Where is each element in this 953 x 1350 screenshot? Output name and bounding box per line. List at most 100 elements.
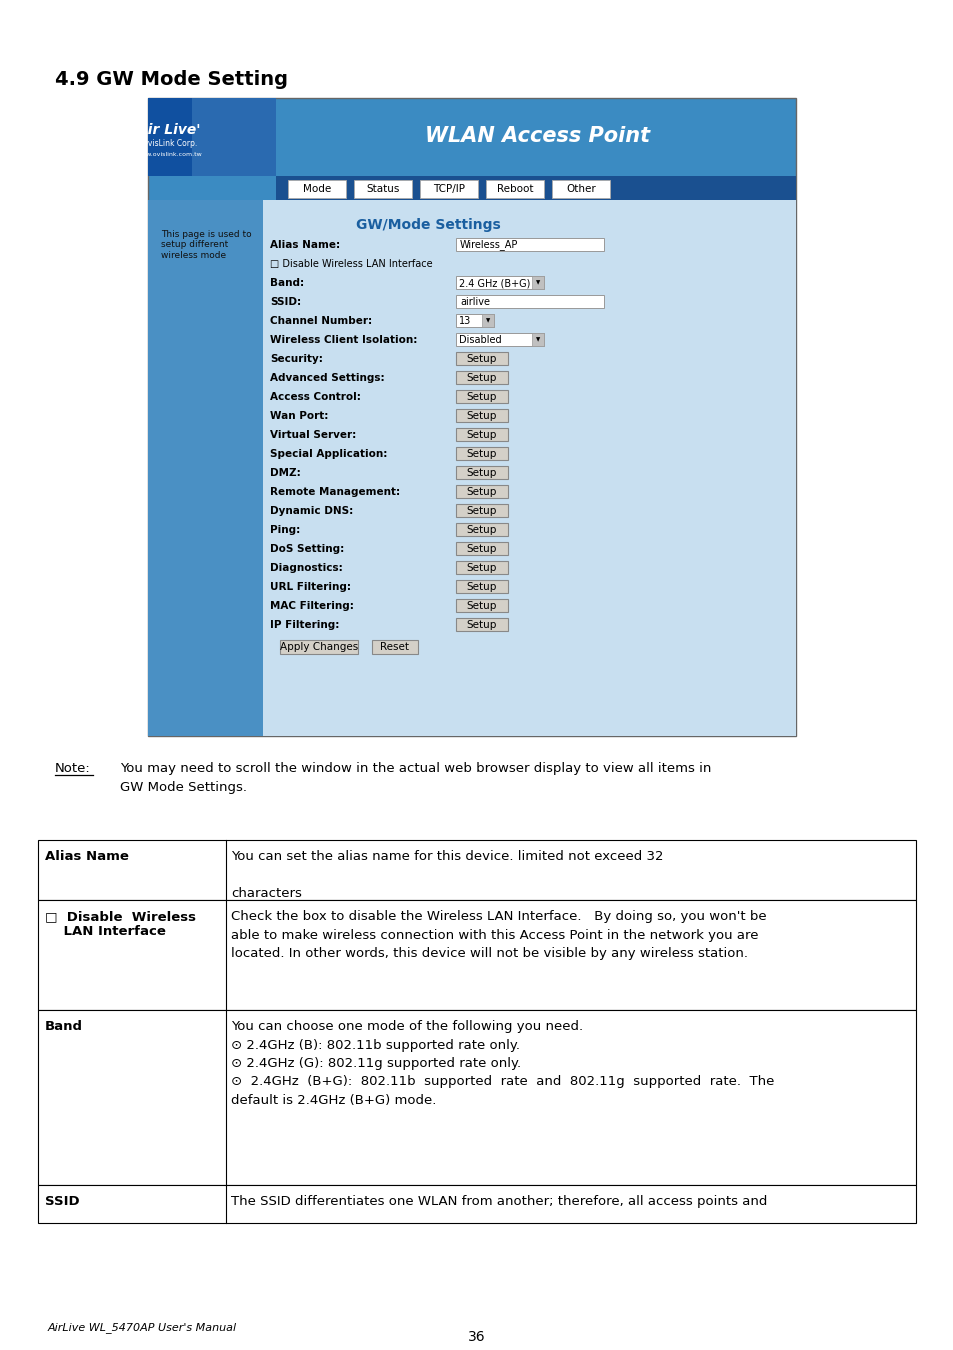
Bar <box>38 1185 915 1223</box>
Bar <box>148 99 275 176</box>
Text: Air Live': Air Live' <box>138 123 201 136</box>
Text: Setup: Setup <box>466 506 497 516</box>
Bar <box>456 409 507 423</box>
Bar <box>456 447 507 460</box>
Text: Setup: Setup <box>466 601 497 612</box>
Bar <box>481 315 494 327</box>
Text: 13: 13 <box>458 316 471 325</box>
Bar <box>456 522 507 536</box>
Text: SSID:: SSID: <box>270 297 301 306</box>
Text: OvisLink Corp.: OvisLink Corp. <box>142 139 197 148</box>
Text: Reboot: Reboot <box>497 184 533 194</box>
Text: URL Filtering:: URL Filtering: <box>270 582 351 593</box>
Text: You may need to scroll the window in the actual web browser display to view all : You may need to scroll the window in the… <box>120 761 711 794</box>
Text: www.ovislink.com.tw: www.ovislink.com.tw <box>137 151 203 157</box>
Text: Disabled: Disabled <box>458 335 501 346</box>
Text: Security:: Security: <box>270 354 322 364</box>
Text: Diagnostics:: Diagnostics: <box>270 563 342 572</box>
Bar <box>148 99 795 736</box>
Bar <box>275 176 795 200</box>
Text: Band:: Band: <box>270 278 304 288</box>
Text: Alias Name:: Alias Name: <box>270 240 340 250</box>
Bar <box>456 296 603 308</box>
Text: The SSID differentiates one WLAN from another; therefore, all access points and: The SSID differentiates one WLAN from an… <box>231 1195 766 1208</box>
Text: Setup: Setup <box>466 450 497 459</box>
Bar <box>456 618 507 630</box>
Bar <box>456 371 507 383</box>
Text: Setup: Setup <box>466 373 497 383</box>
Text: Setup: Setup <box>466 544 497 554</box>
Text: Setup: Setup <box>466 620 497 630</box>
Bar <box>532 333 543 346</box>
Bar <box>280 640 357 653</box>
Bar <box>456 390 507 404</box>
Text: Other: Other <box>565 184 596 194</box>
Text: DoS Setting:: DoS Setting: <box>270 544 344 554</box>
Bar <box>456 541 507 555</box>
Text: Check the box to disable the Wireless LAN Interface.   By doing so, you won't be: Check the box to disable the Wireless LA… <box>231 910 766 960</box>
Text: Special Application:: Special Application: <box>270 450 387 459</box>
Text: 2.4 GHz (B+G): 2.4 GHz (B+G) <box>458 278 530 288</box>
Text: Dynamic DNS:: Dynamic DNS: <box>270 506 353 516</box>
Bar <box>38 900 915 1010</box>
Text: Setup: Setup <box>466 431 497 440</box>
Text: Access Control:: Access Control: <box>270 392 360 402</box>
Text: Remote Management:: Remote Management: <box>270 487 399 497</box>
Text: Virtual Server:: Virtual Server: <box>270 431 355 440</box>
Text: WLAN Access Point: WLAN Access Point <box>425 126 650 146</box>
Text: ▼: ▼ <box>536 338 539 343</box>
Text: Ping:: Ping: <box>270 525 300 535</box>
Bar <box>456 580 507 593</box>
Text: 36: 36 <box>468 1330 485 1345</box>
Text: Wireless Client Isolation:: Wireless Client Isolation: <box>270 335 416 346</box>
Text: MAC Filtering:: MAC Filtering: <box>270 601 354 612</box>
Text: ▼: ▼ <box>485 319 490 324</box>
Bar <box>456 275 543 289</box>
Bar <box>38 840 915 900</box>
Bar <box>456 352 507 365</box>
Bar <box>456 485 507 498</box>
Text: GW/Mode Settings: GW/Mode Settings <box>355 217 500 232</box>
Bar <box>456 599 507 612</box>
Bar <box>456 466 507 479</box>
Text: Setup: Setup <box>466 468 497 478</box>
Text: Setup: Setup <box>466 525 497 535</box>
Text: 4.9 GW Mode Setting: 4.9 GW Mode Setting <box>55 70 288 89</box>
Text: IP Filtering:: IP Filtering: <box>270 620 339 630</box>
Bar <box>148 200 795 736</box>
Text: Reset: Reset <box>380 643 409 652</box>
Text: Alias Name: Alias Name <box>45 850 129 863</box>
Bar <box>552 180 609 198</box>
Bar <box>456 504 507 517</box>
Bar <box>456 562 507 574</box>
Bar <box>456 315 494 327</box>
Text: Setup: Setup <box>466 487 497 497</box>
Text: Setup: Setup <box>466 582 497 593</box>
Text: DMZ:: DMZ: <box>270 468 300 478</box>
Text: Setup: Setup <box>466 354 497 364</box>
Bar <box>456 238 603 251</box>
Bar <box>148 200 263 736</box>
Text: Setup: Setup <box>466 392 497 402</box>
Bar <box>532 275 543 289</box>
Bar <box>354 180 412 198</box>
Bar <box>456 333 543 346</box>
Text: TCP/IP: TCP/IP <box>433 184 464 194</box>
Text: Band: Band <box>45 1021 83 1033</box>
Text: SSID: SSID <box>45 1195 79 1208</box>
Text: airlive: airlive <box>459 297 490 306</box>
Bar <box>288 180 346 198</box>
Text: You can choose one mode of the following you need.
⊙ 2.4GHz (B): 802.11b support: You can choose one mode of the following… <box>231 1021 774 1107</box>
Text: Apply Changes: Apply Changes <box>279 643 357 652</box>
Bar <box>485 180 543 198</box>
Bar <box>419 180 477 198</box>
Text: You can set the alias name for this device. limited not exceed 32

characters: You can set the alias name for this devi… <box>231 850 662 900</box>
Bar <box>372 640 417 653</box>
Text: Wan Port:: Wan Port: <box>270 410 328 421</box>
Bar <box>456 428 507 441</box>
Text: Channel Number:: Channel Number: <box>270 316 372 325</box>
Text: Advanced Settings:: Advanced Settings: <box>270 373 384 383</box>
Bar <box>38 1010 915 1185</box>
Text: ▼: ▼ <box>536 281 539 285</box>
Text: Wireless_AP: Wireless_AP <box>459 239 517 251</box>
